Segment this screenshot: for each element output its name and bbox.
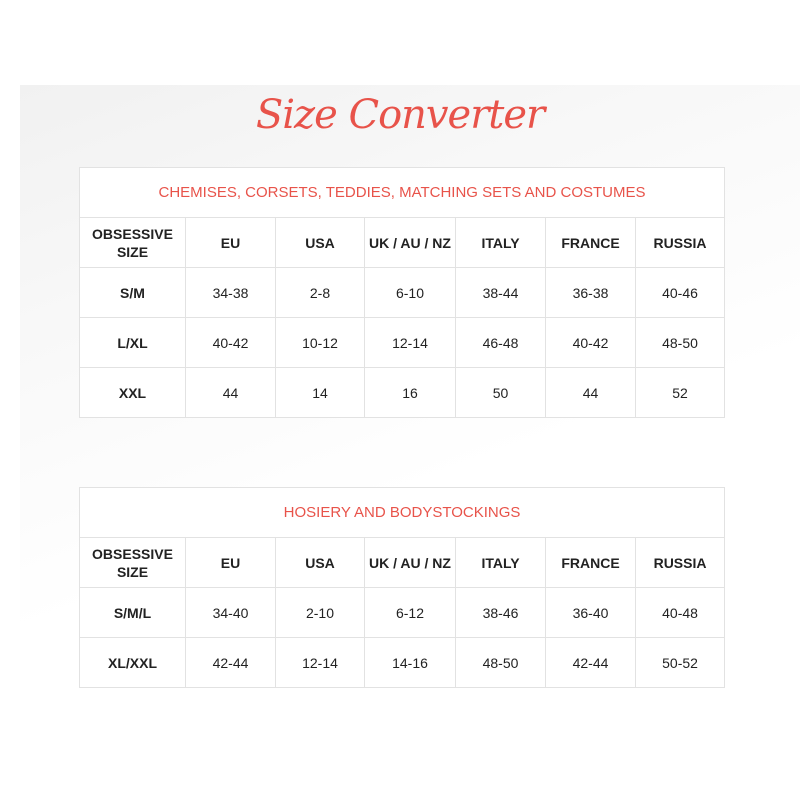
size-value: 52	[635, 367, 725, 418]
size-table-chemises: CHEMISES, CORSETS, TEDDIES, MATCHING SET…	[79, 167, 725, 418]
column-header: UK / AU / NZ	[364, 537, 456, 588]
size-value: 34-40	[185, 587, 276, 638]
size-value: 36-40	[545, 587, 636, 638]
column-header: ITALY	[455, 537, 546, 588]
column-header: FRANCE	[545, 537, 636, 588]
size-label: XL/XXL	[79, 637, 186, 688]
size-value: 12-14	[275, 637, 365, 688]
size-value: 2-8	[275, 267, 365, 318]
header-row: OBSESSIVE SIZE EU USA UK / AU / NZ ITALY FRAN…	[79, 537, 726, 588]
size-value: 40-42	[545, 317, 636, 368]
column-header: OBSESSIVE SIZE	[79, 217, 186, 268]
size-value: 50-52	[634, 637, 726, 688]
column-header: USA	[275, 217, 365, 268]
size-value: 38-44	[455, 267, 546, 318]
size-value: 10-12	[275, 317, 365, 368]
column-header: OBSESSIVE SIZE	[79, 537, 186, 588]
size-value: 14	[275, 367, 365, 418]
caption-row: HOSIERY AND BODYSTOCKINGS	[78, 487, 726, 538]
size-value: 12-14	[364, 317, 456, 368]
size-value: 38-46	[455, 587, 546, 638]
size-value: 14-16	[364, 637, 456, 688]
size-value: 6-12	[364, 587, 456, 638]
column-header: USA	[275, 537, 365, 588]
size-value: 48-50	[635, 317, 725, 368]
size-value: 44	[185, 367, 276, 418]
column-header: UK / AU / NZ	[364, 217, 456, 268]
size-value: 46-48	[455, 317, 546, 368]
page-title: Size Converter	[255, 92, 545, 138]
size-value: 40-48	[634, 587, 726, 638]
column-header: RUSSIA	[634, 537, 726, 588]
size-value: 44	[545, 367, 636, 418]
size-table-hosiery: HOSIERY AND BODYSTOCKINGS OBSESSIVE SIZE E…	[78, 487, 726, 688]
caption-row: CHEMISES, CORSETS, TEDDIES, MATCHING SET…	[79, 167, 725, 218]
size-value: 6-10	[364, 267, 456, 318]
size-label: L/XL	[79, 317, 186, 368]
column-header: ITALY	[455, 217, 546, 268]
size-value: 42-44	[545, 637, 636, 688]
table-row: XXL 44 14 16 50 44 52	[79, 367, 725, 418]
size-value: 16	[364, 367, 456, 418]
table-row: L/XL 40-42 10-12 12-14 46-48 40-42 48-50	[79, 317, 725, 368]
table-row: S/M/L 34-40 2-10 6-12 38-46 36-40 40-48	[79, 587, 726, 638]
column-header: EU	[185, 217, 276, 268]
table-caption: CHEMISES, CORSETS, TEDDIES, MATCHING SET…	[79, 167, 725, 218]
table-row: S/M 34-38 2-8 6-10 38-44 36-38 40-46	[79, 267, 725, 318]
size-value: 2-10	[275, 587, 365, 638]
size-value: 36-38	[545, 267, 636, 318]
size-value: 50	[455, 367, 546, 418]
size-value: 40-46	[635, 267, 725, 318]
size-value: 40-42	[185, 317, 276, 368]
size-value: 48-50	[455, 637, 546, 688]
size-label: S/M	[79, 267, 186, 318]
size-label: S/M/L	[79, 587, 186, 638]
header-row: OBSESSIVE SIZE EU USA UK / AU / NZ ITALY FRAN…	[79, 217, 725, 268]
column-header: FRANCE	[545, 217, 636, 268]
column-header: EU	[185, 537, 276, 588]
size-value: 34-38	[185, 267, 276, 318]
size-label: XXL	[79, 367, 186, 418]
size-value: 42-44	[185, 637, 276, 688]
table-row: XL/XXL 42-44 12-14 14-16 48-50 42-44 50-52	[79, 637, 726, 688]
table-caption: HOSIERY AND BODYSTOCKINGS	[78, 487, 726, 538]
column-header: RUSSIA	[635, 217, 725, 268]
